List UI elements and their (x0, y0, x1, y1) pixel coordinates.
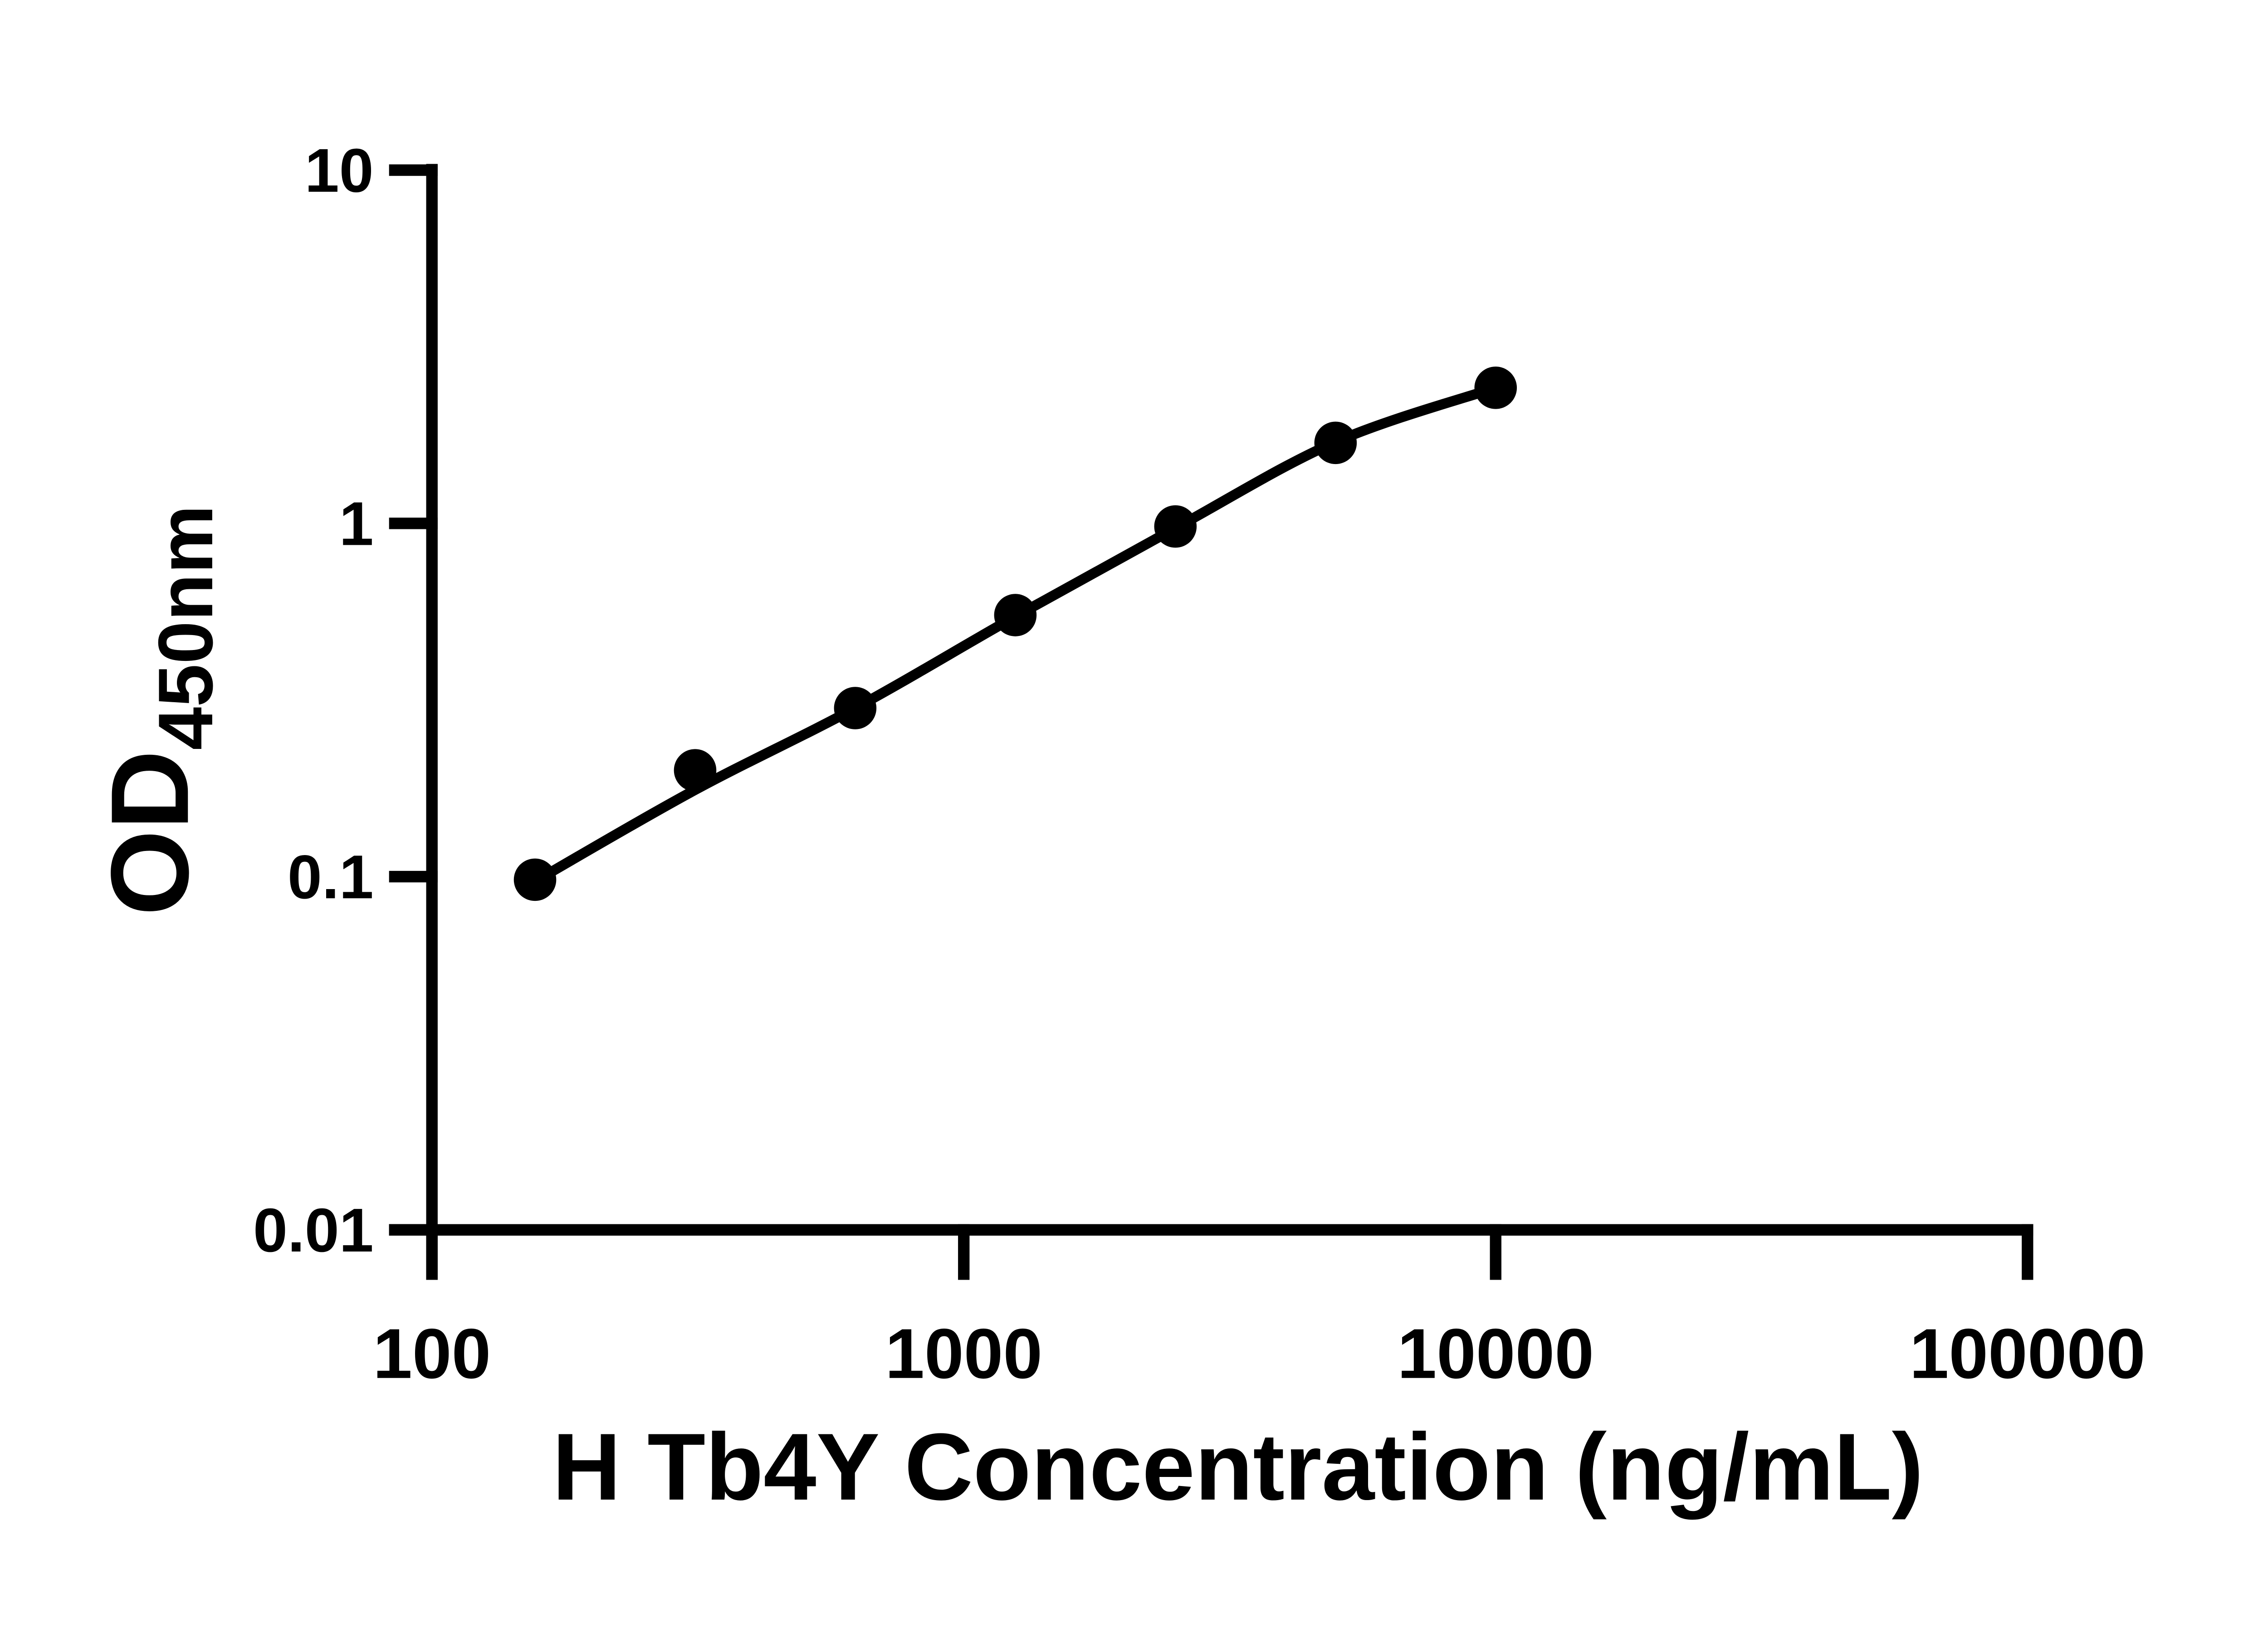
y-tick-label: 0.01 (253, 1195, 374, 1265)
chart-background (0, 20, 2268, 1613)
x-axis-ticks (426, 1224, 2033, 1280)
x-axis-title: H Tb4Y Concentration (ng/mL) (552, 1414, 1924, 1520)
data-point (513, 858, 557, 901)
y-axis-title: OD450nm (88, 505, 229, 916)
x-tick-label: 10000 (1397, 1315, 1594, 1393)
y-tick-label: 0.1 (288, 842, 374, 911)
data-points (513, 367, 1517, 901)
x-tick-label: 100 (373, 1315, 491, 1393)
data-point (1314, 421, 1357, 464)
data-point (1474, 367, 1517, 409)
y-tick-label: 1 (339, 489, 374, 558)
data-point (834, 687, 877, 729)
y-axis-title-subscript: 450nm (143, 505, 229, 750)
data-point (994, 594, 1037, 636)
y-axis-title-main: OD (88, 750, 211, 916)
data-point (674, 749, 717, 792)
x-tick-label: 1000 (885, 1315, 1042, 1393)
data-point (1154, 505, 1197, 548)
x-tick-label: 100000 (1910, 1315, 2146, 1393)
y-axis-tick-labels: 10 1 0.1 0.01 (253, 136, 374, 1265)
y-tick-label: 10 (305, 136, 374, 205)
x-axis-tick-labels: 100 1000 10000 100000 (373, 1315, 2146, 1393)
